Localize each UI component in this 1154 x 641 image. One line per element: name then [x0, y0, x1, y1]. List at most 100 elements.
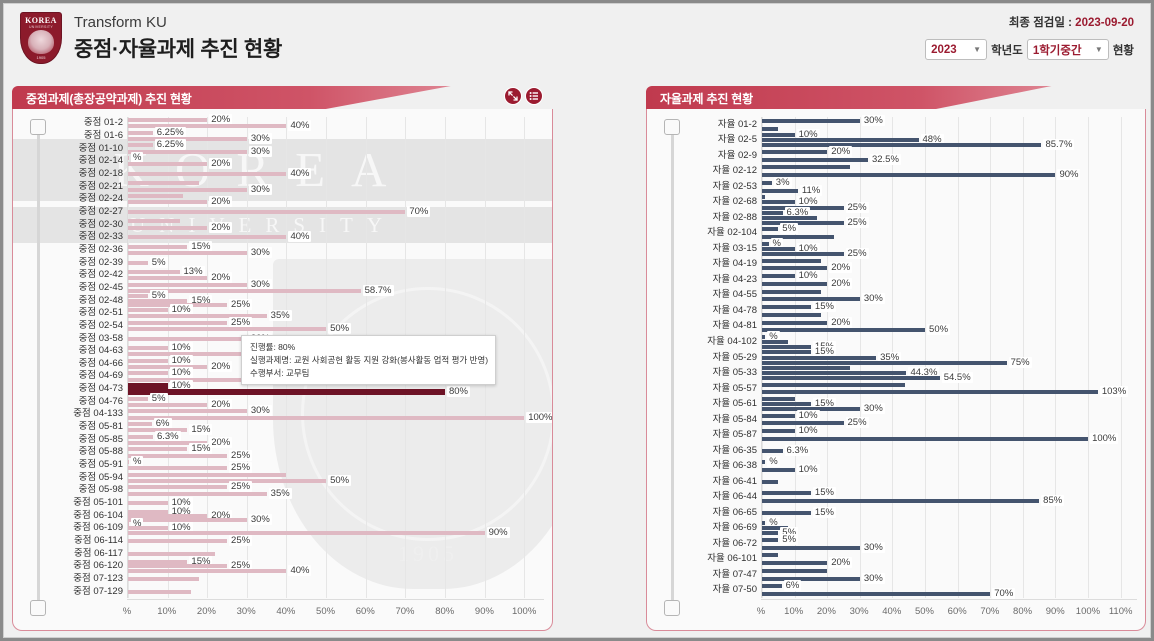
chart-bar[interactable] — [762, 467, 795, 472]
chart-bar[interactable] — [762, 365, 851, 370]
chart-bar[interactable] — [762, 241, 769, 246]
chart-bar[interactable] — [128, 162, 208, 167]
chart-bar[interactable] — [762, 460, 766, 465]
chart-bar[interactable] — [762, 545, 860, 550]
chart-row-label[interactable]: 중점 06-114 — [74, 535, 123, 547]
chart-row-label[interactable]: 자율 04-55 — [712, 289, 757, 301]
chart-row-label[interactable]: 자율 05-87 — [712, 429, 757, 441]
chart-row-label[interactable]: 자율 06-38 — [712, 460, 757, 472]
slider-track[interactable] — [37, 133, 40, 602]
chart-bar[interactable] — [128, 270, 180, 275]
chart-row-label[interactable]: 중점 07-129 — [73, 585, 123, 597]
chart-bar[interactable] — [762, 126, 779, 131]
chart-bar[interactable] — [128, 568, 287, 573]
chart-bar[interactable] — [128, 251, 247, 256]
chart-bar[interactable] — [762, 390, 1098, 395]
chart-bar[interactable] — [128, 396, 148, 401]
chart-bar[interactable] — [128, 320, 228, 325]
chart-bar[interactable] — [762, 266, 828, 271]
chart-row-label[interactable]: 중점 04-133 — [73, 408, 123, 420]
chart-bar[interactable] — [762, 235, 834, 240]
chart-bar[interactable] — [128, 244, 188, 249]
chart-row-label[interactable]: 중점 05-91 — [78, 459, 123, 471]
chart-bar[interactable] — [128, 485, 228, 490]
chart-bar[interactable] — [762, 413, 795, 418]
chart-bar[interactable] — [128, 382, 168, 389]
chart-bar[interactable] — [128, 377, 247, 382]
chart-bar[interactable] — [762, 371, 907, 376]
chart-bar[interactable] — [762, 118, 860, 123]
chart-bar[interactable] — [762, 553, 779, 558]
chart-bar[interactable] — [128, 352, 247, 357]
chart-bar[interactable] — [762, 355, 877, 360]
chart-bar[interactable] — [128, 289, 361, 294]
chart-row-label[interactable]: 자율 02-12 — [712, 165, 757, 177]
chart-bar[interactable] — [762, 289, 821, 294]
chart-row-label[interactable]: 중점 05-101 — [73, 497, 123, 509]
chart-bar[interactable] — [128, 530, 485, 535]
chart-row-label[interactable]: 중점 06-117 — [74, 547, 123, 559]
chart-row-label[interactable]: 중점 04-76 — [78, 395, 123, 407]
chart-bar[interactable] — [762, 334, 766, 339]
slider-track[interactable] — [671, 133, 674, 602]
chart-bar[interactable] — [762, 173, 1056, 178]
chart-row-label[interactable]: 자율 05-84 — [712, 413, 757, 425]
chart-row-label[interactable]: 자율 05-33 — [712, 367, 757, 379]
chart-bar[interactable] — [128, 156, 130, 161]
chart-bar[interactable] — [128, 434, 153, 439]
chart-bar[interactable] — [128, 478, 327, 483]
chart-row-label[interactable]: 자율 06-72 — [712, 537, 757, 549]
chart-bar[interactable] — [128, 336, 247, 341]
chart-row-label[interactable]: 중점 04-66 — [78, 357, 123, 369]
chart-row-label[interactable]: 중점 02-18 — [78, 167, 123, 179]
chart-row-label[interactable]: 자율 03-15 — [712, 242, 757, 254]
chart-bar[interactable] — [762, 592, 991, 597]
chart-bar[interactable] — [128, 589, 192, 594]
chart-row-label[interactable]: 중점 05-94 — [78, 471, 123, 483]
chart-row-label[interactable]: 자율 02-68 — [712, 196, 757, 208]
slider-knob-top[interactable] — [30, 119, 46, 135]
left-range-slider[interactable] — [27, 119, 49, 616]
chart-row-label[interactable]: 중점 06-104 — [73, 509, 123, 521]
chart-bar[interactable] — [128, 447, 188, 452]
chart-row-label[interactable]: 중점 04-63 — [78, 345, 123, 357]
chart-bar[interactable] — [762, 188, 798, 193]
chart-bar[interactable] — [762, 421, 844, 426]
chart-bar[interactable] — [128, 200, 208, 205]
chart-bar[interactable] — [762, 328, 926, 333]
chart-row-label[interactable]: 중점 06-109 — [73, 522, 123, 534]
chart-bar[interactable] — [762, 402, 811, 407]
chart-bar[interactable] — [762, 376, 940, 381]
chart-bar[interactable] — [762, 510, 811, 515]
chart-row-label[interactable]: 중점 02-30 — [78, 218, 123, 230]
chart-bar[interactable] — [128, 282, 247, 287]
chart-bar[interactable] — [128, 276, 208, 281]
chart-row-label[interactable]: 자율 04-19 — [712, 258, 757, 270]
chart-row-label[interactable]: 자율 05-57 — [712, 382, 757, 394]
chart-bar[interactable] — [128, 491, 267, 496]
chart-row-label[interactable]: 중점 02-39 — [78, 256, 123, 268]
chart-bar[interactable] — [128, 219, 180, 224]
chart-row-label[interactable]: 자율 04-78 — [712, 304, 757, 316]
chart-bar[interactable] — [128, 194, 184, 199]
chart-row-label[interactable]: 중점 05-88 — [78, 446, 123, 458]
chart-bar[interactable] — [762, 320, 828, 325]
chart-bar[interactable] — [128, 466, 228, 471]
chart-bar[interactable] — [762, 429, 795, 434]
chart-bar[interactable] — [128, 501, 168, 506]
chart-row-label[interactable]: 중점 04-69 — [78, 370, 123, 382]
chart-bar[interactable] — [128, 364, 208, 369]
chart-bar[interactable] — [128, 260, 148, 265]
chart-bar[interactable] — [128, 327, 327, 332]
slider-knob-bottom[interactable] — [30, 600, 46, 616]
chart-row-label[interactable]: 중점 02-45 — [78, 281, 123, 293]
chart-bar[interactable] — [762, 200, 795, 205]
chart-bar[interactable] — [762, 382, 906, 387]
chart-bar[interactable] — [762, 568, 828, 573]
chart-bar[interactable] — [762, 339, 789, 344]
chart-bar[interactable] — [762, 576, 860, 581]
chart-bar[interactable] — [762, 360, 1007, 365]
chart-bar[interactable] — [762, 227, 779, 232]
chart-bar[interactable] — [128, 440, 208, 445]
chart-row-label[interactable]: 자율 02-9 — [717, 149, 757, 161]
